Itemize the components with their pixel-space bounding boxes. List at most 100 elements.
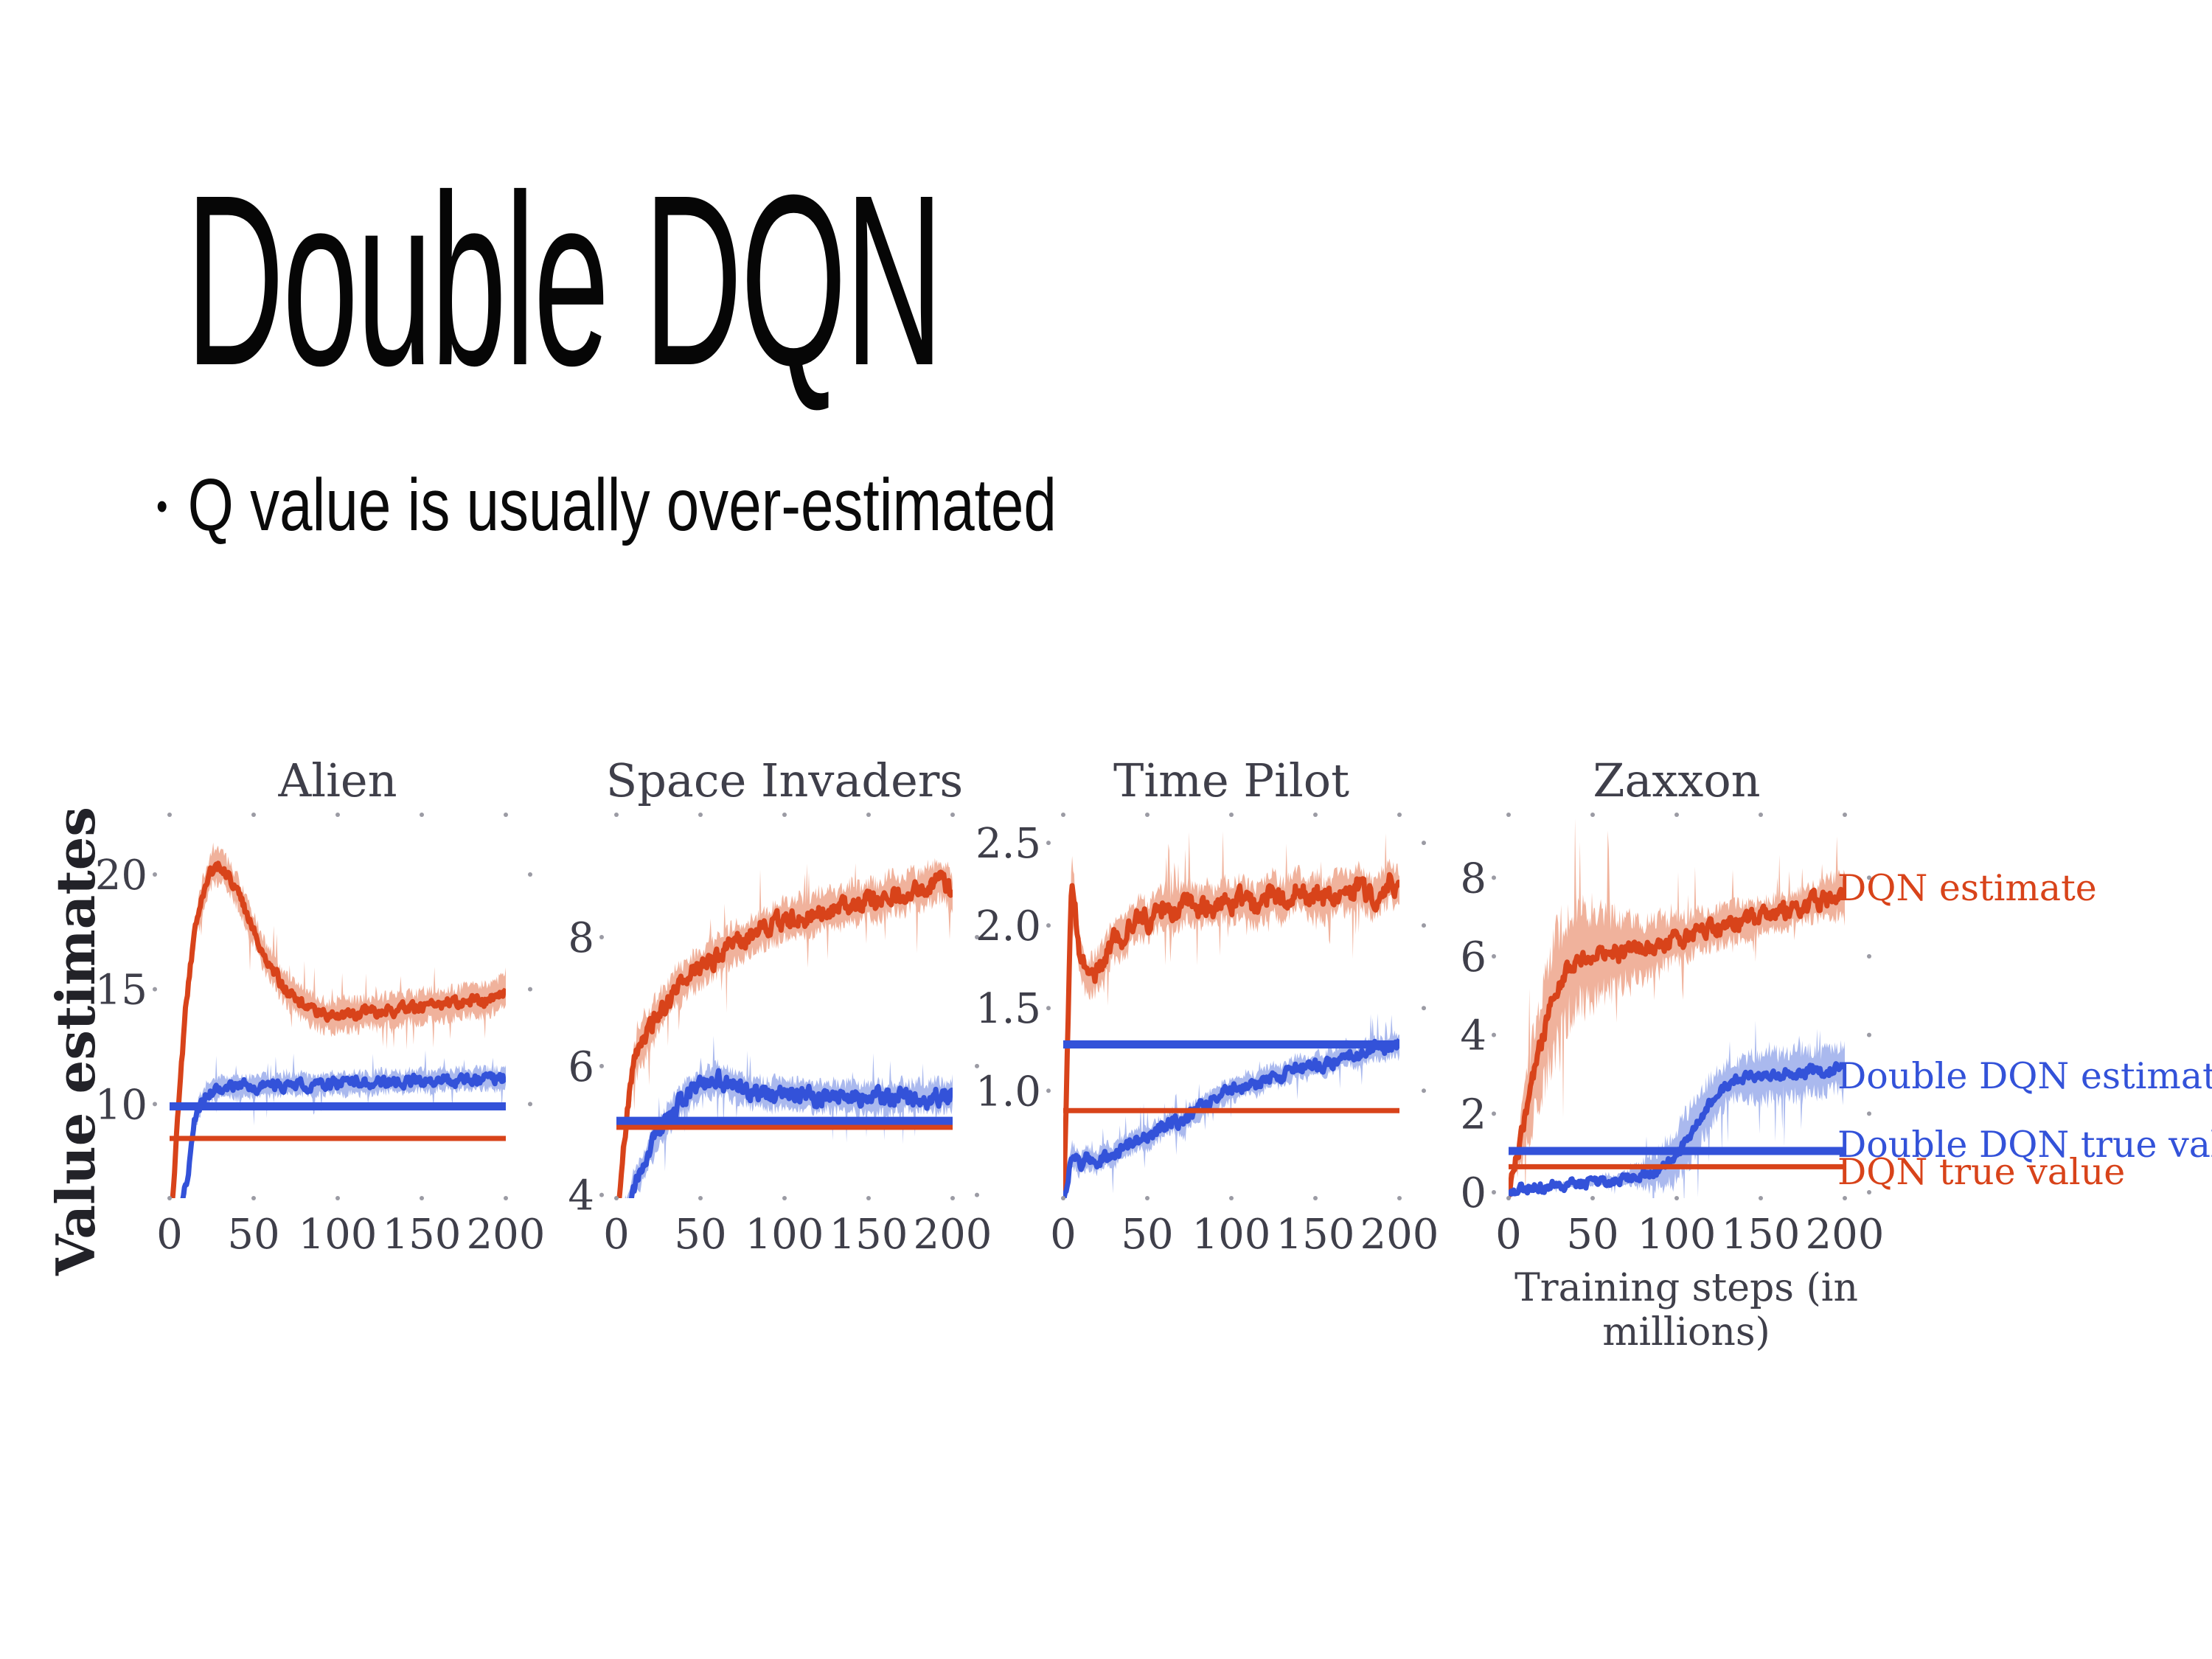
tick-dot bbox=[1492, 1111, 1496, 1116]
tick-dot bbox=[698, 813, 703, 817]
tick-dot bbox=[1145, 813, 1150, 817]
double-dqn-estimate-band bbox=[625, 1035, 953, 1198]
bullet-text: Q value is usually over-estimated bbox=[187, 464, 1057, 546]
tick-dot bbox=[1506, 813, 1511, 817]
y-tick-label: 2 bbox=[1460, 1091, 1486, 1138]
tick-dot bbox=[1590, 1196, 1595, 1200]
tick-dot bbox=[335, 1196, 340, 1200]
bullet-item: • Q value is usually over-estimated bbox=[156, 463, 1057, 548]
double-dqn-estimate-line bbox=[1063, 1037, 1399, 1198]
plot-area bbox=[170, 842, 506, 1198]
tick-dot bbox=[698, 1196, 703, 1200]
tick-dot bbox=[1843, 1196, 1847, 1200]
plot-area bbox=[1509, 818, 1845, 1198]
x-tick-label: 50 bbox=[1121, 1211, 1173, 1259]
page-title: Double DQN bbox=[186, 144, 943, 416]
double-dqn-estimate-line bbox=[628, 1068, 953, 1198]
tick-dot bbox=[1492, 1190, 1496, 1194]
dqn-estimate-line bbox=[1509, 886, 1845, 1198]
double-dqn-estimate-band bbox=[1509, 1020, 1845, 1198]
y-tick-label: 10 bbox=[95, 1081, 147, 1129]
chart-title-alien: Alien bbox=[278, 754, 397, 807]
double-dqn-estimate-band bbox=[181, 1050, 506, 1198]
tick-dot bbox=[1867, 1032, 1871, 1037]
x-tick-label: 100 bbox=[1192, 1211, 1271, 1259]
tick-dot bbox=[1674, 813, 1679, 817]
chart-zaxxon: 0 50 100 150 200 0 2 4 6 8 bbox=[1460, 813, 1884, 1259]
tick-dot bbox=[1422, 923, 1426, 928]
x-tick-label: 100 bbox=[299, 1211, 378, 1259]
y-tick-label: 6 bbox=[568, 1043, 594, 1091]
x-axis-label: Training steps (in millions) bbox=[1514, 1266, 1858, 1354]
tick-dot bbox=[1422, 1088, 1426, 1093]
y-tick-label: 1.0 bbox=[975, 1068, 1041, 1116]
tick-dot bbox=[420, 813, 424, 817]
bullet-marker: • bbox=[156, 483, 168, 529]
y-tick-label: 1.5 bbox=[975, 985, 1041, 1033]
tick-dot bbox=[1867, 1111, 1871, 1116]
tick-dot bbox=[153, 987, 157, 992]
tick-dot bbox=[599, 935, 604, 940]
tick-dot bbox=[251, 813, 256, 817]
x-tick-label: 200 bbox=[914, 1211, 992, 1259]
tick-dot bbox=[1492, 954, 1496, 959]
tick-dot bbox=[420, 1196, 424, 1200]
dqn-estimate-line bbox=[616, 869, 953, 1198]
tick-dot bbox=[153, 1102, 157, 1107]
tick-dot bbox=[167, 813, 172, 817]
tick-dot bbox=[950, 1196, 955, 1200]
x-tick-label: 0 bbox=[1495, 1211, 1522, 1259]
tick-dot bbox=[782, 1196, 787, 1200]
tick-dot bbox=[1867, 954, 1871, 959]
tick-dot bbox=[782, 813, 787, 817]
x-tick-label: 0 bbox=[603, 1211, 630, 1259]
tick-dot bbox=[975, 1063, 979, 1068]
y-tick-label: 0 bbox=[1460, 1169, 1486, 1217]
tick-dot bbox=[975, 935, 979, 940]
tick-dot bbox=[153, 872, 157, 877]
tick-dot bbox=[1061, 1196, 1065, 1200]
chart-alien: 0 50 100 150 200 10 15 20 bbox=[95, 813, 545, 1259]
double-dqn-estimate-line bbox=[180, 1071, 506, 1198]
tick-dot bbox=[1046, 841, 1051, 846]
y-tick-label: 2.0 bbox=[975, 902, 1041, 950]
tick-dot bbox=[1590, 813, 1595, 817]
chart-title-zaxxon: Zaxxon bbox=[1593, 754, 1761, 807]
legend-label-dqn-estimate: DQN estimate bbox=[1837, 867, 2097, 909]
x-tick-label: 50 bbox=[674, 1211, 726, 1259]
x-tick-label: 50 bbox=[227, 1211, 279, 1259]
tick-dot bbox=[1492, 1032, 1496, 1037]
x-tick-label: 0 bbox=[1050, 1211, 1077, 1259]
tick-dot bbox=[950, 813, 955, 817]
tick-dot bbox=[1061, 813, 1065, 817]
x-tick-label: 150 bbox=[1722, 1211, 1801, 1259]
tick-dot bbox=[528, 1102, 532, 1107]
tick-dot bbox=[335, 813, 340, 817]
y-tick-label: 8 bbox=[1460, 855, 1486, 902]
y-tick-label: 4 bbox=[1460, 1012, 1486, 1060]
tick-dot bbox=[1313, 1196, 1318, 1200]
tick-dot bbox=[251, 1196, 256, 1200]
tick-dot bbox=[1506, 1196, 1511, 1200]
tick-dot bbox=[599, 1192, 604, 1197]
chart-title-time-pilot: Time Pilot bbox=[1113, 754, 1349, 807]
x-tick-label: 0 bbox=[156, 1211, 183, 1259]
y-tick-label: 20 bbox=[95, 852, 147, 900]
tick-dot bbox=[1843, 813, 1847, 817]
x-tick-label: 100 bbox=[1638, 1211, 1717, 1259]
plot-area bbox=[1063, 831, 1399, 1198]
tick-dot bbox=[504, 813, 508, 817]
tick-dot bbox=[1046, 923, 1051, 928]
tick-dot bbox=[866, 813, 871, 817]
tick-dot bbox=[1229, 813, 1234, 817]
tick-dot bbox=[1759, 813, 1763, 817]
dqn-estimate-line bbox=[1063, 872, 1399, 1198]
tick-dot bbox=[1397, 1196, 1402, 1200]
tick-dot bbox=[614, 813, 619, 817]
tick-dot bbox=[1046, 1088, 1051, 1093]
tick-dot bbox=[1397, 813, 1402, 817]
dqn-estimate-line bbox=[170, 860, 506, 1198]
